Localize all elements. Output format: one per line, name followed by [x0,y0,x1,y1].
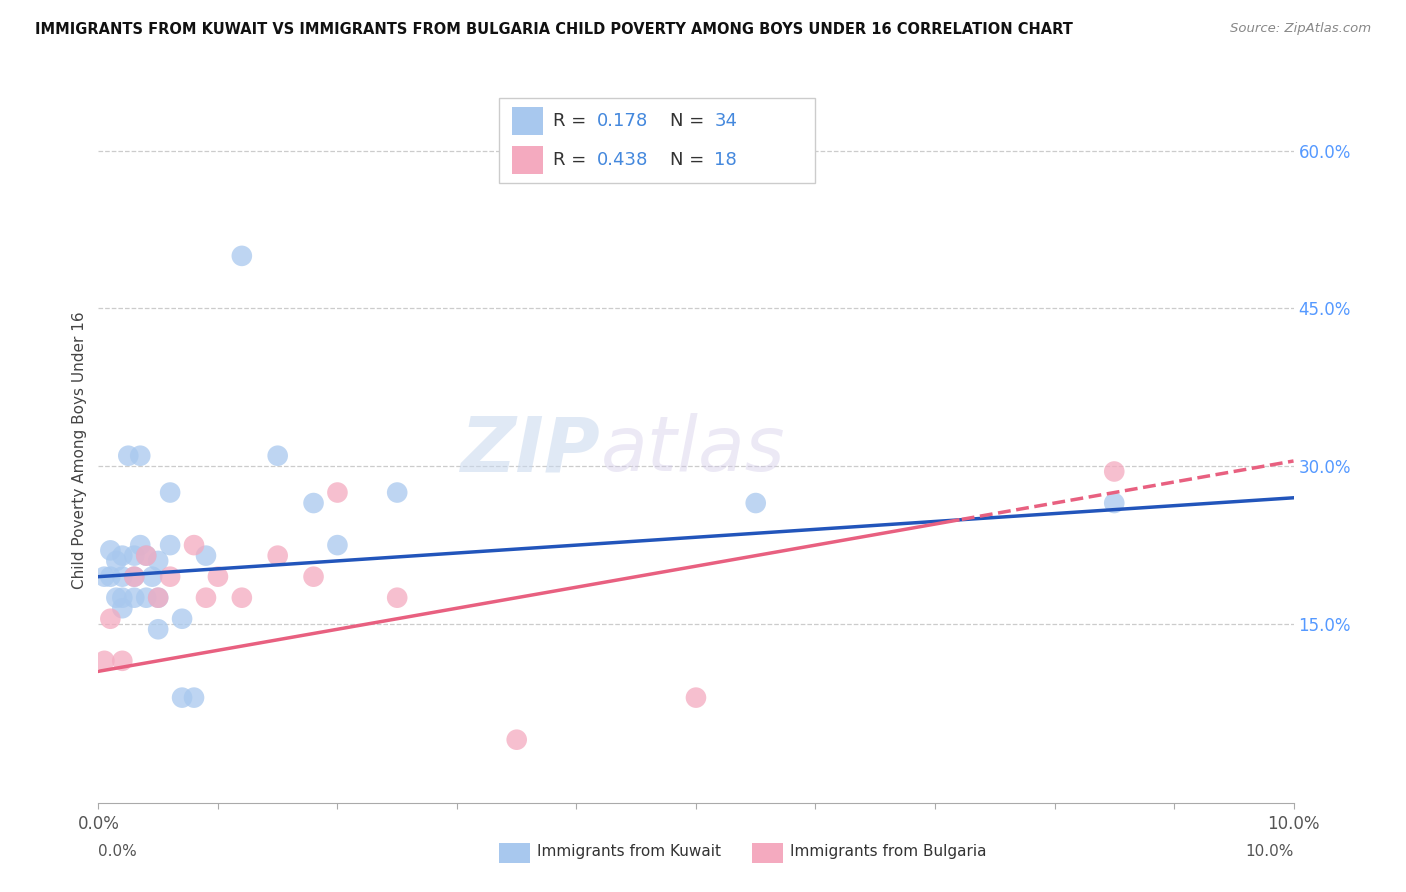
Point [135,549,157,563]
Point [124,591,146,605]
Text: Immigrants from Kuwait: Immigrants from Kuwait [537,845,721,859]
Point [129,449,152,463]
FancyBboxPatch shape [512,146,543,174]
Point [745,496,768,510]
Point [141,569,163,583]
Point [124,569,146,583]
Point [385,591,409,605]
Point [148,591,170,605]
Point [326,538,349,552]
Point [302,496,325,510]
Point [172,690,194,705]
Point [135,591,157,605]
FancyBboxPatch shape [512,107,543,135]
Point [98,543,122,558]
Point [111,591,134,605]
Text: 0.178: 0.178 [598,112,648,130]
Point [124,569,146,583]
Point [98,569,122,583]
Point [207,569,229,583]
Point [506,732,529,747]
Point [135,549,157,563]
Point [195,591,218,605]
Text: 0.438: 0.438 [598,151,648,169]
Point [148,554,170,568]
FancyBboxPatch shape [499,98,815,183]
Point [159,538,181,552]
Text: IMMIGRANTS FROM KUWAIT VS IMMIGRANTS FROM BULGARIA CHILD POVERTY AMONG BOYS UNDE: IMMIGRANTS FROM KUWAIT VS IMMIGRANTS FRO… [35,22,1073,37]
Text: ZIP: ZIP [461,414,600,487]
Point [326,485,349,500]
Text: atlas: atlas [600,414,785,487]
Point [1104,496,1126,510]
Point [195,549,218,563]
Text: R =: R = [553,112,592,130]
Point [111,549,134,563]
Point [1104,465,1126,479]
Point [267,549,290,563]
Text: 18: 18 [714,151,737,169]
Point [148,591,170,605]
Point [172,612,194,626]
Text: N =: N = [669,151,710,169]
Point [148,622,170,636]
Y-axis label: Child Poverty Among Boys Under 16: Child Poverty Among Boys Under 16 [72,311,87,590]
Point [685,690,707,705]
Point [183,690,205,705]
Point [105,591,128,605]
Point [267,449,290,463]
Text: Source: ZipAtlas.com: Source: ZipAtlas.com [1230,22,1371,36]
Point [117,449,139,463]
Text: N =: N = [669,112,710,130]
Text: 10.0%: 10.0% [1246,845,1294,859]
Point [183,538,205,552]
Point [93,654,115,668]
Point [93,569,115,583]
Text: 34: 34 [714,112,737,130]
Point [124,549,146,563]
Point [231,249,253,263]
Point [302,569,325,583]
Point [159,569,181,583]
Text: R =: R = [553,151,592,169]
Point [111,654,134,668]
Point [111,569,134,583]
Point [129,538,152,552]
Text: 0.0%: 0.0% [98,845,138,859]
Point [111,601,134,615]
Text: Immigrants from Bulgaria: Immigrants from Bulgaria [790,845,987,859]
Point [105,554,128,568]
Point [385,485,409,500]
Point [231,591,253,605]
Point [98,612,122,626]
Point [159,485,181,500]
